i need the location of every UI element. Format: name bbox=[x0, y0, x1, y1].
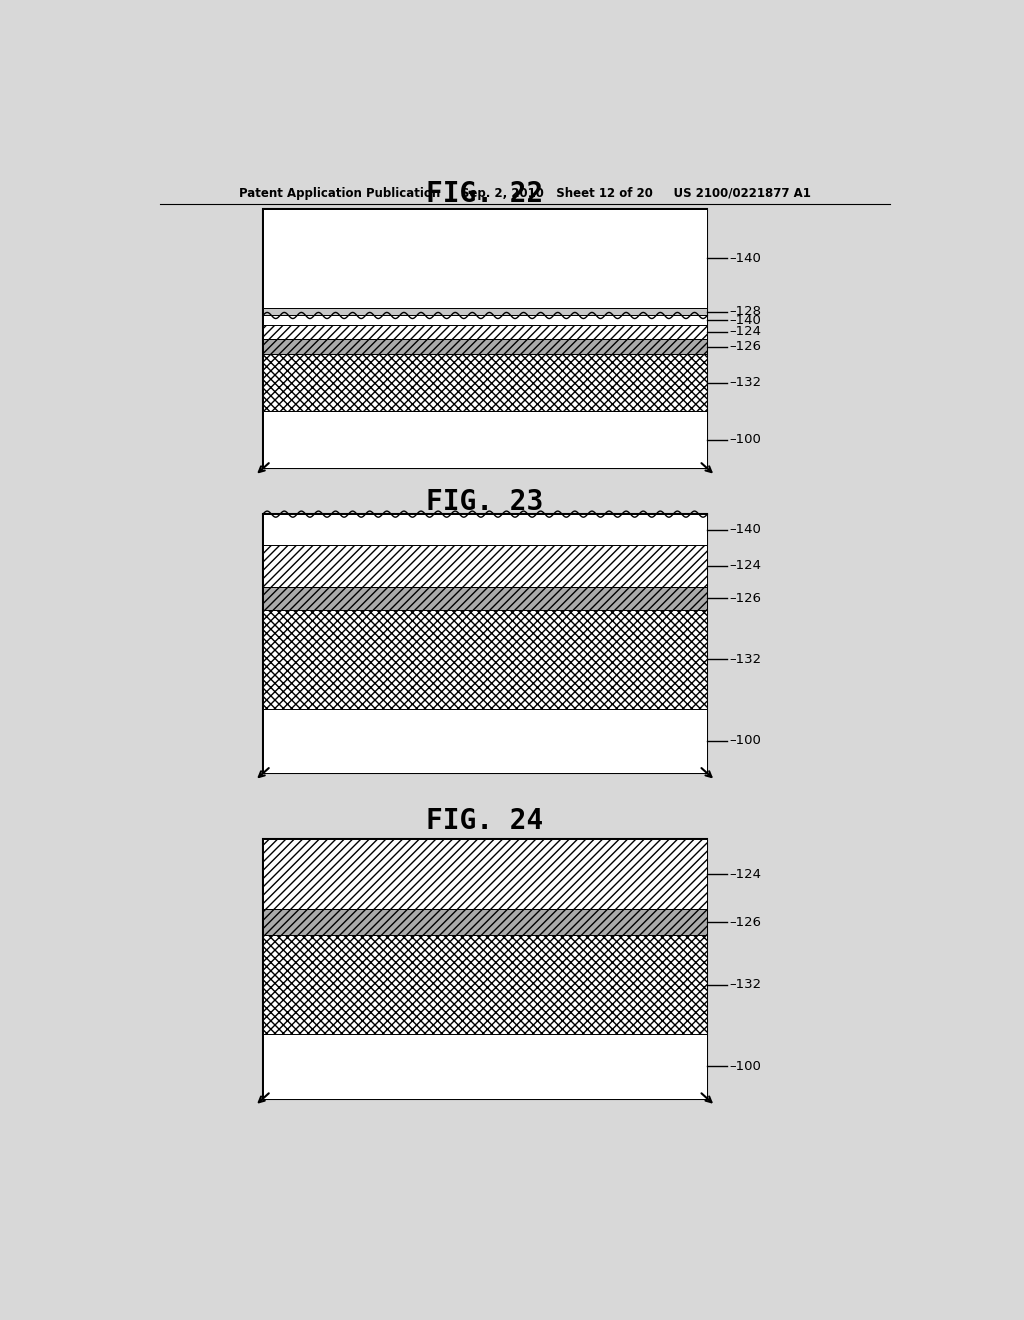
Bar bbox=[263, 209, 708, 469]
Text: –132: –132 bbox=[729, 653, 762, 665]
Bar bbox=[263, 315, 708, 325]
Text: –124: –124 bbox=[729, 560, 762, 573]
Text: Patent Application Publication     Sep. 2, 2010   Sheet 12 of 20     US 2100/022: Patent Application Publication Sep. 2, 2… bbox=[239, 187, 811, 199]
Text: –128: –128 bbox=[729, 305, 762, 318]
Text: –100: –100 bbox=[729, 433, 762, 446]
Bar bbox=[263, 515, 708, 545]
Text: FIG. 22: FIG. 22 bbox=[426, 180, 544, 209]
Bar bbox=[263, 515, 708, 774]
Bar bbox=[263, 936, 708, 1034]
Bar bbox=[263, 308, 708, 315]
Bar bbox=[263, 586, 708, 610]
Text: –126: –126 bbox=[729, 916, 762, 929]
Bar bbox=[263, 210, 708, 308]
Bar bbox=[263, 1034, 708, 1098]
Text: –132: –132 bbox=[729, 376, 762, 389]
Text: FIG. 23: FIG. 23 bbox=[426, 488, 544, 516]
Text: –126: –126 bbox=[729, 341, 762, 352]
Bar bbox=[263, 709, 708, 774]
Bar bbox=[263, 840, 708, 1098]
Text: –100: –100 bbox=[729, 1060, 762, 1073]
Text: –124: –124 bbox=[729, 325, 762, 338]
Bar bbox=[263, 325, 708, 339]
Bar bbox=[263, 840, 708, 909]
Text: –140: –140 bbox=[729, 523, 762, 536]
Text: –140: –140 bbox=[729, 314, 762, 326]
Text: –140: –140 bbox=[729, 252, 762, 265]
Text: –132: –132 bbox=[729, 978, 762, 991]
Bar bbox=[263, 339, 708, 354]
Bar bbox=[263, 610, 708, 709]
Text: –100: –100 bbox=[729, 734, 762, 747]
Text: –126: –126 bbox=[729, 591, 762, 605]
Bar bbox=[263, 412, 708, 469]
Text: FIG. 24: FIG. 24 bbox=[426, 807, 544, 836]
Bar bbox=[263, 909, 708, 936]
Text: –124: –124 bbox=[729, 867, 762, 880]
Bar bbox=[263, 354, 708, 412]
Bar bbox=[263, 545, 708, 586]
